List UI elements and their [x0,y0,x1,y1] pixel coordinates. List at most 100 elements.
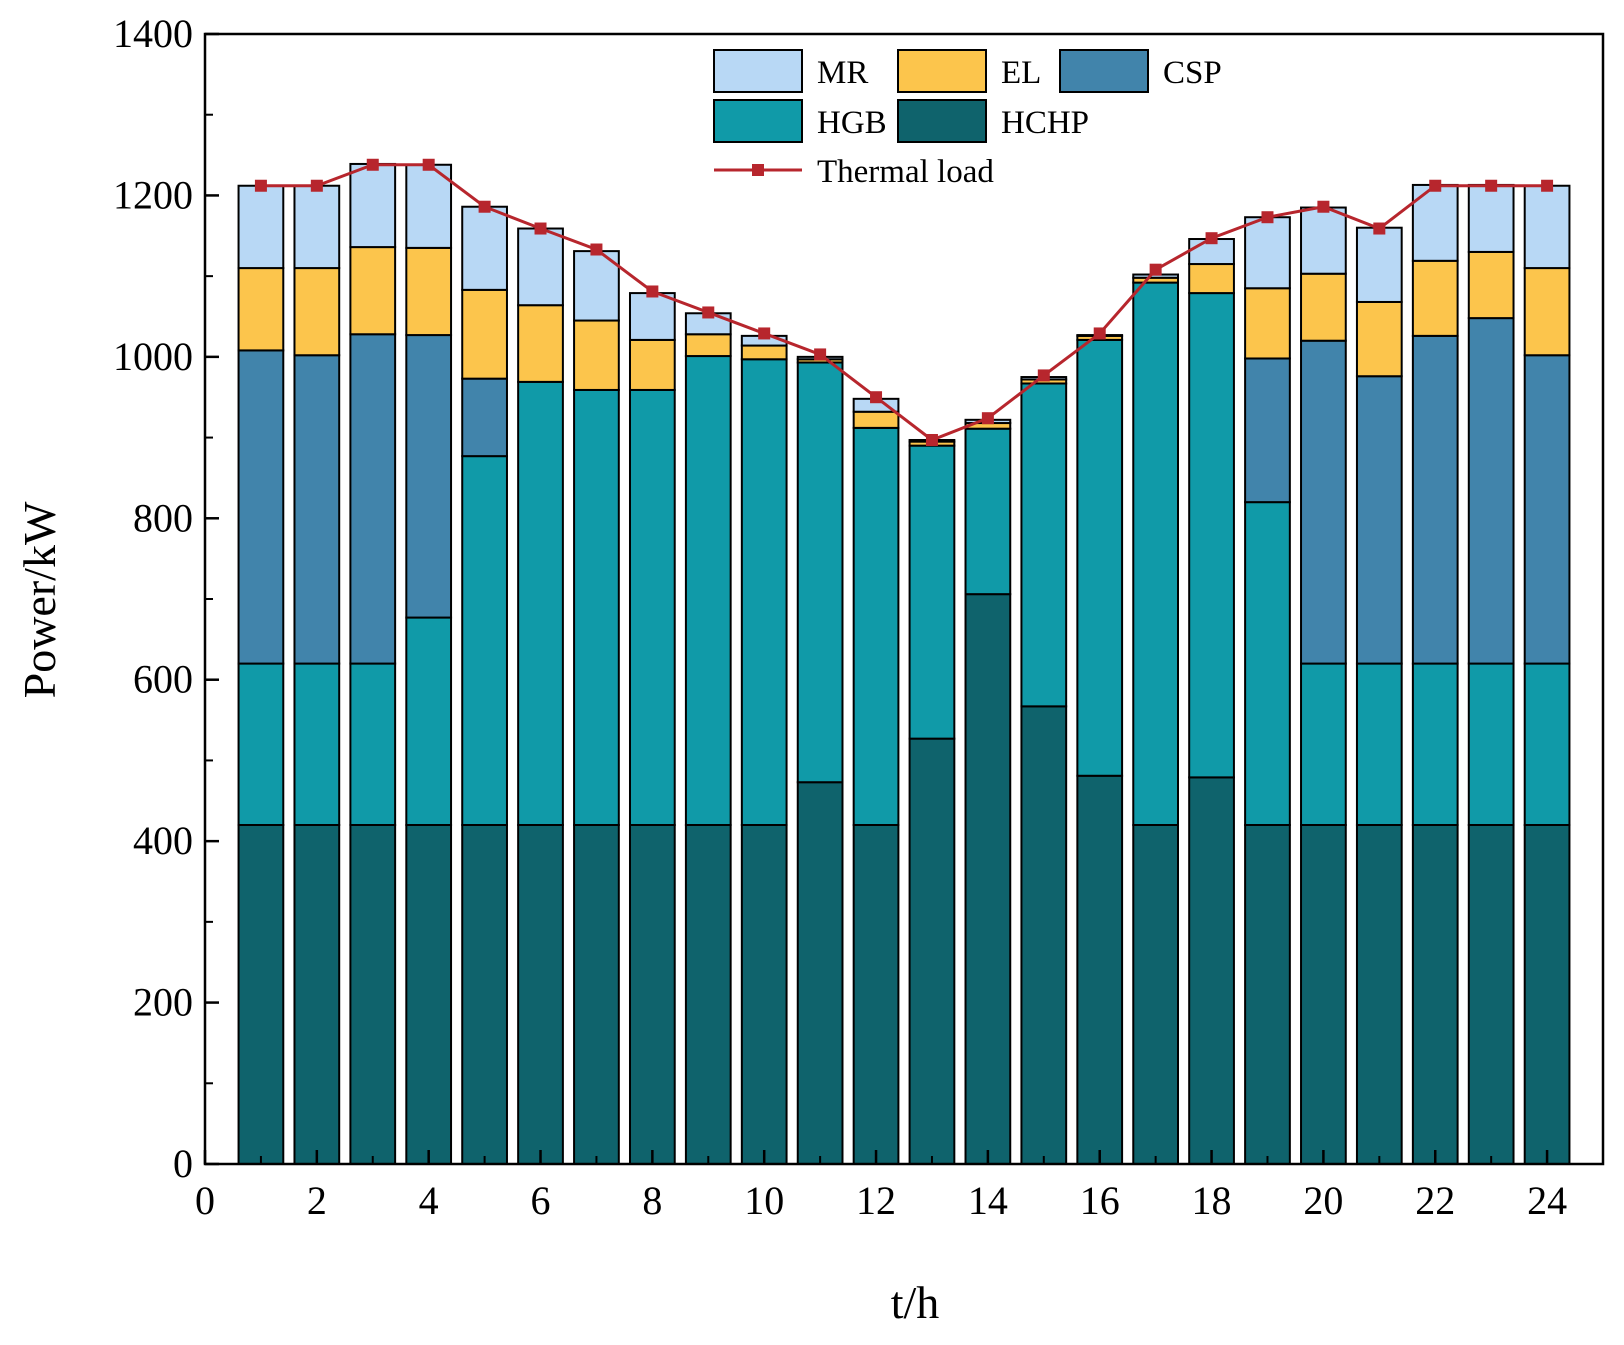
bar-hgb-t15 [1020,382,1068,708]
bar-hgb-t11 [796,361,844,784]
bar-hgb-t2 [293,662,341,826]
bar-el-t24 [1523,267,1571,357]
bar-mr-t2 [293,184,341,270]
thermal-load-marker-t3 [366,158,379,171]
legend-swatch-hgb [713,99,803,143]
thermal-load-marker-t17 [1149,263,1162,276]
bar-hchp-t8 [628,824,676,1165]
x-tick-label-24: 24 [1527,1178,1567,1223]
bar-group [237,162,1571,1166]
y-tick-label-1000: 1000 [113,334,193,379]
x-tick-label-14: 14 [968,1178,1008,1223]
bar-hchp-t3 [349,824,397,1165]
thermal-load-marker-t23 [1485,179,1498,192]
bar-hgb-t6 [517,380,564,826]
y-tick-label-1400: 1400 [113,11,193,56]
legend-label-hchp: HCHP [1001,105,1089,141]
bar-hchp-t18 [1188,776,1235,1166]
thermal-load-marker-t11 [814,348,827,361]
bar-mr-t24 [1523,184,1571,270]
x-tick-label-0: 0 [195,1178,215,1223]
bar-hchp-t4 [405,824,453,1165]
y-tick-label-800: 800 [133,495,193,540]
legend-label-csp: CSP [1163,55,1222,91]
bar-hchp-t12 [852,824,900,1165]
x-tick-label-10: 10 [744,1178,784,1223]
bar-csp-t24 [1523,354,1571,665]
bar-mr-t7 [573,250,620,322]
thermal-load-marker-t8 [646,285,659,298]
bar-el-t7 [573,319,620,391]
bar-hgb-t14 [964,427,1012,596]
thermal-load-marker-t4 [422,158,435,171]
bar-hgb-t3 [349,662,397,826]
bar-hchp-t10 [740,824,788,1165]
legend-label-thermal-load: Thermal load [817,154,994,190]
legend-swatch-el [897,49,987,93]
x-tick-label-4: 4 [419,1178,439,1223]
bar-mr-t3 [349,162,397,249]
bar-hchp-t19 [1244,824,1291,1165]
bar-hgb-t5 [461,455,508,826]
thermal-load-marker-t22 [1429,179,1442,192]
bar-mr-t6 [517,227,564,307]
bar-el-t20 [1300,272,1347,342]
bar-hgb-t24 [1523,662,1571,826]
bar-hgb-t20 [1300,662,1347,826]
bar-hgb-t10 [740,358,788,826]
bar-el-t6 [517,304,564,383]
legend-swatch-csp [1059,49,1149,93]
bar-hchp-t13 [908,737,956,1166]
bar-mr-t23 [1467,183,1515,253]
bar-mr-t19 [1244,216,1291,290]
bar-el-t18 [1188,263,1235,295]
bar-csp-t22 [1411,334,1459,665]
thermal-load-marker-t9 [702,306,715,319]
bar-mr-t4 [405,163,453,249]
bar-el-t2 [293,267,341,357]
bar-hgb-t22 [1411,662,1459,826]
bar-hgb-t8 [628,388,676,826]
bar-el-t8 [628,338,676,391]
bar-el-t21 [1355,300,1403,378]
thermal-load-marker-t19 [1261,211,1274,224]
bar-csp-t2 [293,354,341,665]
bar-el-t23 [1467,250,1515,320]
x-tick-label-16: 16 [1080,1178,1120,1223]
y-tick-label-0: 0 [173,1141,193,1186]
legend-swatch-mr [713,49,803,93]
bar-csp-t4 [405,334,453,619]
x-tick-label-6: 6 [531,1178,551,1223]
thermal-load-marker-t16 [1093,327,1106,340]
bar-mr-t21 [1355,226,1403,303]
thermal-load-marker-t6 [534,222,547,235]
y-tick-label-200: 200 [133,980,193,1025]
thermal-load-marker-t15 [1037,369,1050,382]
bar-hgb-t9 [684,355,732,826]
bar-hchp-t20 [1300,824,1347,1165]
bar-hchp-t17 [1132,824,1180,1165]
legend-swatch-hchp [897,99,987,143]
legend-label-mr: MR [817,55,868,91]
x-axis-title: t/h [891,1277,940,1328]
thermal-load-marker-t5 [478,200,491,213]
x-tick-label-18: 18 [1192,1178,1232,1223]
bar-hchp-t23 [1467,824,1515,1165]
bar-hgb-t13 [908,444,956,740]
thermal-load-marker-t21 [1373,222,1386,235]
bar-el-t3 [349,246,397,336]
bar-mr-t1 [237,184,285,270]
bar-hchp-t11 [796,781,844,1165]
bar-el-t9 [684,333,732,358]
x-tick-label-20: 20 [1303,1178,1343,1223]
thermal-load-marker-t18 [1205,232,1218,245]
bar-hchp-t6 [517,824,564,1165]
thermal-load-line-group [254,158,1554,446]
bar-el-t12 [852,410,900,429]
bar-el-t19 [1244,287,1291,360]
bar-csp-t1 [237,349,285,665]
bar-csp-t23 [1467,317,1515,665]
thermal-load-marker-t7 [590,243,603,256]
